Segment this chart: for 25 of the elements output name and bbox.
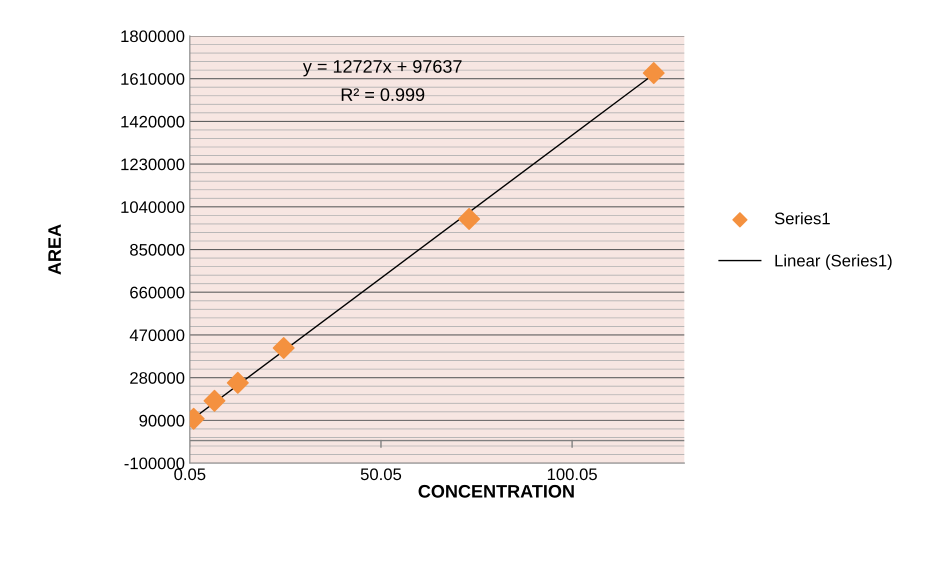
y-tick-label: 1230000 <box>121 158 184 170</box>
x-tick-label: 0.05 <box>174 468 206 480</box>
x-tick-label: 50.05 <box>360 468 402 480</box>
y-tick-label: 850000 <box>130 244 184 256</box>
y-tick-label: 1040000 <box>121 201 184 214</box>
y-tick-label: 280000 <box>130 372 184 384</box>
y-tick-label: -100000 <box>124 457 184 470</box>
x-tick-label: 100.05 <box>548 468 597 480</box>
point <box>272 336 295 359</box>
point <box>458 208 480 230</box>
y-tick-label: 90000 <box>139 414 184 427</box>
y-tick-label: 1800000 <box>121 30 184 42</box>
legend-label: Series1 <box>774 212 830 224</box>
point <box>226 372 249 394</box>
point <box>642 62 665 84</box>
point <box>203 390 226 412</box>
annotation: R² = 0.999 <box>342 88 424 102</box>
y-axis-title: AREA <box>48 224 61 275</box>
y-tick-label: 660000 <box>130 286 184 298</box>
legend-label: Linear (Series1) <box>775 254 892 270</box>
annotation: y = 12727x + 97637 <box>302 60 462 76</box>
x-axis-title: CONCENTRATION <box>418 484 574 498</box>
y-tick-label: 1420000 <box>121 116 184 128</box>
y-tick-label: 470000 <box>130 329 184 342</box>
y-tick-label: 1610000 <box>121 73 184 85</box>
